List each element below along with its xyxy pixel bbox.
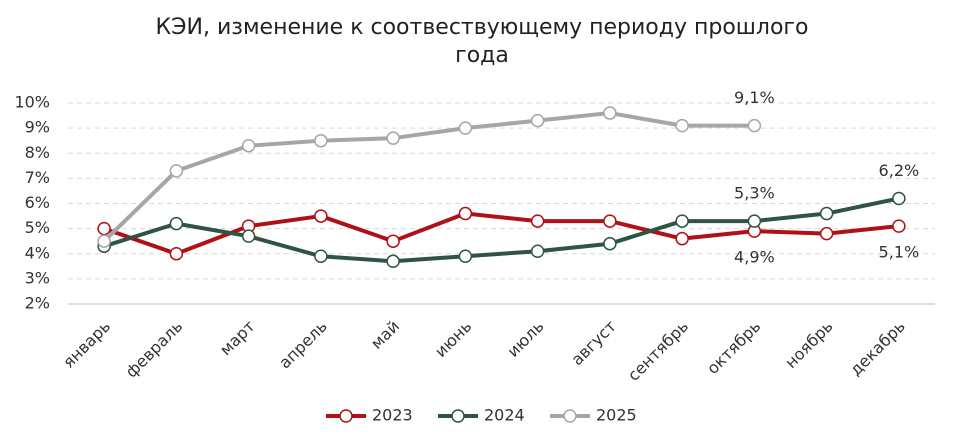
x-tick-label: июнь <box>431 317 475 361</box>
x-tick-label: апрель <box>275 317 331 373</box>
data-label: 6,2% <box>879 161 920 180</box>
point <box>747 118 762 133</box>
point <box>747 214 762 228</box>
point <box>530 113 545 128</box>
point <box>530 244 545 258</box>
point <box>892 219 906 233</box>
x-tick-label: июль <box>503 317 547 361</box>
x-tick-label: август <box>567 317 619 369</box>
point <box>386 234 400 248</box>
point <box>386 254 400 269</box>
point <box>169 164 184 178</box>
point <box>169 247 184 261</box>
legend-marker <box>339 409 353 423</box>
series-line <box>102 111 755 243</box>
x-tick-label: февраль <box>122 317 187 382</box>
y-tick-label: 2% <box>25 294 50 313</box>
point <box>241 229 256 243</box>
point <box>458 121 473 135</box>
point <box>458 249 473 264</box>
data-label: 4,9% <box>734 248 775 267</box>
y-tick-label: 9% <box>25 118 50 137</box>
x-tick-label: ноябрь <box>781 317 836 372</box>
y-tick-label: 8% <box>25 143 50 162</box>
y-tick-label: 5% <box>25 218 50 237</box>
point <box>386 131 400 145</box>
point <box>675 231 689 246</box>
y-tick-label: 10% <box>14 93 50 112</box>
data-label: 9,1% <box>734 88 775 107</box>
legend-label: 2023 <box>372 406 413 425</box>
chart-title: КЭИ, изменение к соотвествующему периоду… <box>155 15 809 68</box>
point <box>819 206 834 221</box>
point <box>675 214 689 228</box>
y-tick-label: 6% <box>25 193 50 212</box>
point <box>314 249 328 264</box>
point <box>530 214 545 228</box>
legend-marker <box>563 409 577 423</box>
x-tick-label: октябрь <box>703 317 764 378</box>
data-label: 5,1% <box>879 243 920 262</box>
point <box>603 106 617 120</box>
x-tick-label: декабрь <box>846 317 909 380</box>
y-tick-label: 7% <box>25 168 50 187</box>
legend-label: 2024 <box>484 406 525 425</box>
point <box>819 226 834 241</box>
point <box>241 138 256 153</box>
x-tick-label: сентябрь <box>624 317 692 385</box>
data-label: 5,3% <box>734 184 775 203</box>
series-line <box>103 211 900 256</box>
y-tick-label: 3% <box>25 268 50 287</box>
legend-marker <box>451 409 465 423</box>
point <box>314 209 328 223</box>
point <box>314 133 328 148</box>
x-tick-label: март <box>216 317 259 360</box>
point <box>603 236 617 251</box>
x-tick-label: май <box>367 317 403 353</box>
point <box>97 234 111 248</box>
point <box>675 118 689 133</box>
point <box>603 214 617 228</box>
point <box>169 216 184 231</box>
x-tick-label: январь <box>59 317 114 372</box>
point <box>892 191 906 206</box>
series-line <box>103 196 900 264</box>
point <box>97 221 111 236</box>
y-tick-label: 4% <box>25 243 50 262</box>
point <box>458 206 473 221</box>
legend-label: 2025 <box>596 406 637 425</box>
